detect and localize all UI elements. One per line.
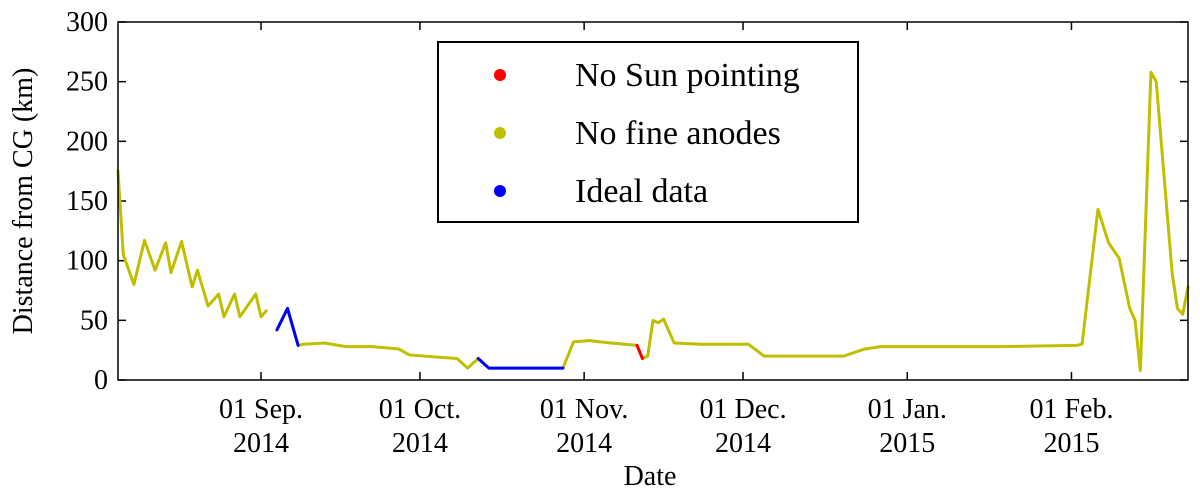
x-tick-label-line: 01 Feb. xyxy=(1029,394,1113,425)
x-tick-label-line: 2014 xyxy=(392,428,448,459)
legend-label: No fine anodes xyxy=(575,115,781,152)
series-line xyxy=(275,306,565,370)
legend-label: No Sun pointing xyxy=(575,57,800,94)
x-tick-label: 01 Oct. 2014 xyxy=(379,394,461,459)
x-tick-label: 01 Jan. 2015 xyxy=(868,394,947,459)
x-tick-label: 01 Sep. 2014 xyxy=(219,394,303,459)
legend-marker xyxy=(494,69,506,81)
x-tick-label: 01 Dec. 2014 xyxy=(700,394,787,459)
x-tick-label: 01 Nov. 2014 xyxy=(540,394,628,459)
y-tick-label: 50 xyxy=(80,305,108,336)
y-tick-label: 100 xyxy=(66,246,108,277)
series-line xyxy=(116,70,1190,372)
x-axis-label: Date xyxy=(624,461,677,492)
x-tick-label-line: 01 Nov. xyxy=(540,394,628,425)
x-tick-label-line: 01 Jan. xyxy=(868,394,947,425)
y-tick-label: 200 xyxy=(66,126,108,157)
x-tick-label-line: 01 Dec. xyxy=(700,394,787,425)
x-tick-label-line: 01 Oct. xyxy=(379,394,461,425)
x-tick-label: 01 Feb. 2015 xyxy=(1029,394,1113,459)
legend-label: Ideal data xyxy=(575,173,708,210)
y-tick-label: 150 xyxy=(66,186,108,217)
y-axis-label: Distance from CG (km) xyxy=(8,68,39,335)
x-tick-label-line: 2014 xyxy=(233,428,289,459)
x-tick-label-line: 2014 xyxy=(556,428,612,459)
legend-marker xyxy=(494,185,506,197)
y-tick-label: 300 xyxy=(66,7,108,38)
x-tick-label-line: 2014 xyxy=(715,428,771,459)
legend-marker xyxy=(494,127,506,139)
series-line xyxy=(635,343,644,361)
x-tick-label-line: 2015 xyxy=(879,428,935,459)
y-tick-label: 250 xyxy=(66,67,108,98)
x-tick-label-line: 2015 xyxy=(1043,428,1099,459)
plot-frame xyxy=(117,21,1189,381)
legend-box xyxy=(437,41,859,223)
x-tick-label-line: 01 Sep. xyxy=(219,394,303,425)
y-tick-label: 0 xyxy=(94,365,108,396)
